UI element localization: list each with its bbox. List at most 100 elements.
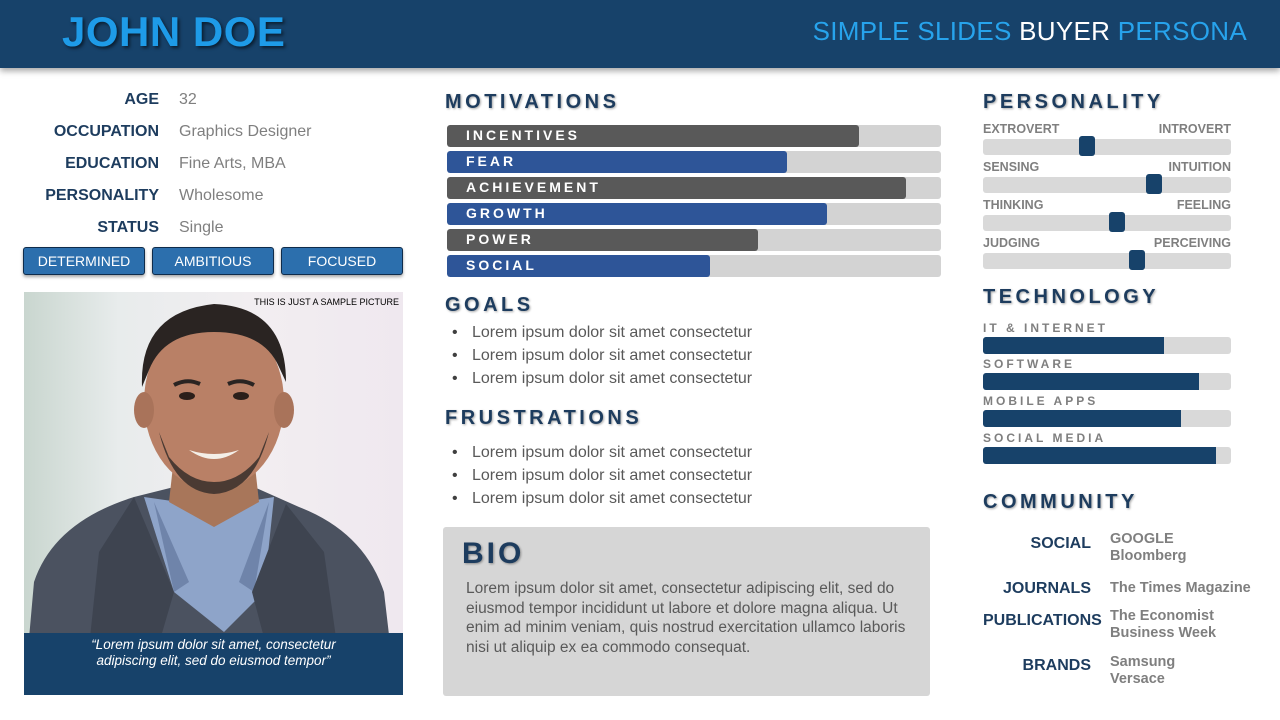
motivations-title: MOTIVATIONS bbox=[445, 91, 620, 113]
scale-right-label: INTROVERT bbox=[1158, 122, 1231, 136]
goals-list: Lorem ipsum dolor sit amet consectetur L… bbox=[452, 323, 752, 392]
detail-label: EDUCATION bbox=[65, 155, 159, 172]
technology-track bbox=[983, 447, 1231, 464]
detail-label: PERSONALITY bbox=[45, 187, 159, 204]
motivation-label: SOCIAL bbox=[466, 257, 537, 273]
community-label: JOURNALS bbox=[1002, 580, 1091, 597]
scale-left-label: SENSING bbox=[983, 160, 1040, 174]
scale-left-label: JUDGING bbox=[983, 236, 1040, 250]
scale-marker bbox=[1146, 174, 1163, 194]
scale-marker bbox=[1108, 212, 1125, 232]
frustration-item: Lorem ipsum dolor sit amet consectetur bbox=[452, 489, 752, 512]
persona-name: JOHN DOE bbox=[62, 8, 286, 55]
trait-badge-determined: DETERMINED bbox=[23, 247, 145, 275]
header-bar: JOHN DOE SIMPLE SLIDES BUYER PERSONA bbox=[0, 0, 1280, 68]
motivation-fill bbox=[447, 151, 787, 173]
community-value: Bloomberg bbox=[1110, 548, 1187, 564]
detail-value: 32 bbox=[179, 91, 197, 108]
frustrations-list: Lorem ipsum dolor sit amet consectetur L… bbox=[452, 443, 752, 512]
trait-badge-ambitious: AMBITIOUS bbox=[152, 247, 274, 275]
personality-scale-sensing-intuition: SENSING INTUITION bbox=[983, 160, 1232, 194]
motivation-label: GROWTH bbox=[466, 205, 548, 221]
motivation-fill bbox=[447, 203, 827, 225]
technology-label: MOBILE APPS bbox=[983, 394, 1099, 408]
community-value: Samsung bbox=[1110, 654, 1176, 670]
scale-track bbox=[983, 250, 1231, 270]
community-value: GOOGLE bbox=[1110, 531, 1174, 547]
bio-panel: BIO Lorem ipsum dolor sit amet, consecte… bbox=[443, 527, 930, 696]
motivation-label: ACHIEVEMENT bbox=[466, 179, 601, 195]
motivation-label: INCENTIVES bbox=[466, 127, 581, 143]
persona-quote: “Lorem ipsum dolor sit amet, consectetur… bbox=[24, 633, 403, 695]
community-values: GOOGLE Bloomberg bbox=[1110, 531, 1280, 565]
detail-value: Graphics Designer bbox=[179, 123, 312, 140]
community-label: SOCIAL bbox=[1030, 535, 1091, 552]
goals-title: GOALS bbox=[445, 294, 534, 316]
trait-badges: DETERMINED AMBITIOUS FOCUSED bbox=[23, 247, 403, 275]
detail-label: OCCUPATION bbox=[53, 123, 159, 140]
technology-label: IT & INTERNET bbox=[983, 321, 1108, 335]
scale-track bbox=[983, 174, 1231, 194]
detail-value: Wholesome bbox=[179, 187, 264, 204]
motivation-bars: INCENTIVES FEAR ACHIEVEMENT GROWTH POWER… bbox=[447, 125, 941, 281]
frustration-item: Lorem ipsum dolor sit amet consectetur bbox=[452, 466, 752, 489]
scale-right-label: FEELING bbox=[1176, 198, 1231, 212]
community-value: Versace bbox=[1110, 671, 1165, 687]
technology-track bbox=[983, 373, 1231, 390]
brand-title: SIMPLE SLIDES BUYER PERSONA bbox=[813, 16, 1247, 47]
frustration-item: Lorem ipsum dolor sit amet consectetur bbox=[452, 443, 752, 466]
technology-bar-mobile-apps: MOBILE APPS bbox=[983, 394, 1231, 427]
motivation-fill bbox=[447, 177, 907, 199]
community-value: Business Week bbox=[1110, 625, 1217, 641]
detail-row-education: EDUCATION Fine Arts, MBA bbox=[30, 148, 390, 180]
trait-badge-focused: FOCUSED bbox=[281, 247, 403, 275]
personality-scale-judging-perceiving: JUDGING PERCEIVING bbox=[983, 236, 1231, 270]
community-value: The Economist bbox=[1110, 608, 1214, 624]
scale-track bbox=[983, 212, 1231, 232]
detail-row-status: STATUS Single bbox=[30, 212, 390, 244]
detail-label: AGE bbox=[124, 91, 159, 108]
scale-left-label: THINKING bbox=[983, 198, 1044, 212]
motivation-fill bbox=[447, 255, 710, 277]
motivation-label: POWER bbox=[466, 231, 534, 247]
persona-photo: THIS IS JUST A SAMPLE PICTURE “Lorem ips… bbox=[24, 292, 403, 695]
motivation-bar-achievement: ACHIEVEMENT bbox=[447, 177, 941, 199]
frustrations-title: FRUSTRATIONS bbox=[445, 407, 643, 429]
technology-bar-software: SOFTWARE bbox=[983, 357, 1231, 390]
technology-fill bbox=[983, 373, 1199, 390]
scale-track bbox=[983, 136, 1231, 156]
technology-label: SOFTWARE bbox=[983, 357, 1075, 371]
community-label: BRANDS bbox=[1022, 657, 1091, 674]
motivation-bar-incentives: INCENTIVES bbox=[447, 125, 941, 147]
bio-text: Lorem ipsum dolor sit amet, consectetur … bbox=[466, 580, 906, 656]
community-title: COMMUNITY bbox=[983, 491, 1138, 513]
technology-track bbox=[983, 337, 1231, 354]
brand-part-1: SIMPLE SLIDES bbox=[812, 16, 1020, 46]
motivation-label: FEAR bbox=[466, 153, 517, 169]
scale-marker bbox=[1079, 136, 1096, 156]
scale-right-label: PERCEIVING bbox=[1153, 236, 1231, 250]
detail-value: Fine Arts, MBA bbox=[179, 155, 286, 172]
detail-value: Single bbox=[179, 219, 224, 236]
scale-right-label: INTUITION bbox=[1168, 160, 1232, 174]
goal-item: Lorem ipsum dolor sit amet consectetur bbox=[452, 369, 752, 392]
motivation-bar-social: SOCIAL bbox=[447, 255, 941, 277]
personality-scale-extrovert-introvert: EXTROVERT INTROVERT bbox=[983, 122, 1231, 156]
technology-fill bbox=[983, 410, 1182, 427]
brand-part-2: BUYER bbox=[1019, 16, 1111, 46]
community-values: Samsung Versace bbox=[1110, 654, 1280, 688]
motivation-fill bbox=[447, 125, 860, 147]
technology-title: TECHNOLOGY bbox=[983, 286, 1160, 308]
bio-title: BIO bbox=[462, 537, 525, 570]
goal-item: Lorem ipsum dolor sit amet consectetur bbox=[452, 346, 752, 369]
technology-track bbox=[983, 410, 1231, 427]
technology-fill bbox=[983, 447, 1217, 464]
scale-marker bbox=[1128, 250, 1145, 270]
detail-row-age: AGE 32 bbox=[30, 84, 390, 116]
personality-title: PERSONALITY bbox=[983, 91, 1164, 113]
technology-label: SOCIAL MEDIA bbox=[983, 431, 1107, 445]
detail-label: STATUS bbox=[97, 219, 159, 236]
technology-fill bbox=[983, 337, 1165, 354]
detail-row-occupation: OCCUPATION Graphics Designer bbox=[30, 116, 390, 148]
personality-scale-thinking-feeling: THINKING FEELING bbox=[983, 198, 1231, 232]
